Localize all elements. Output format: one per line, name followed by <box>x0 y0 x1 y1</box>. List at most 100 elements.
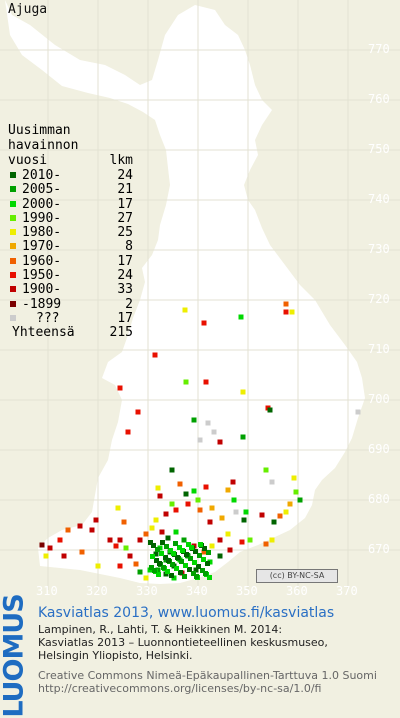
legend-swatch <box>10 257 16 264</box>
observation-dot <box>127 553 133 559</box>
observation-dot <box>143 531 149 537</box>
observation-dot <box>203 484 209 490</box>
legend-count: 27 <box>117 210 133 226</box>
legend-label: ??? <box>36 310 60 326</box>
license-badge[interactable]: (cc) BY-NC-SA <box>256 569 338 583</box>
x-axis-label: 370 <box>336 584 358 598</box>
legend-row: 2000- 17 <box>8 196 133 212</box>
observation-dot <box>283 309 289 315</box>
observation-dot <box>185 501 191 507</box>
observation-dot <box>217 439 223 445</box>
citation-line-3: Helsingin Yliopisto, Helsinki. <box>38 649 193 662</box>
observation-dot <box>243 509 249 515</box>
observation-dot <box>180 548 185 553</box>
observation-dot <box>205 561 210 566</box>
observation-dot <box>61 553 67 559</box>
observation-dot <box>193 567 199 573</box>
observation-dot <box>169 573 174 578</box>
legend-row: 2010- 24 <box>8 168 133 183</box>
observation-dot <box>227 547 233 553</box>
y-axis-label: 760 <box>368 92 390 106</box>
observation-dot <box>154 558 159 563</box>
y-axis-label: 690 <box>368 442 390 456</box>
observation-dot <box>193 549 198 554</box>
observation-dot <box>289 309 295 315</box>
observation-dot <box>195 497 201 503</box>
observation-dot <box>291 475 297 481</box>
observation-dot <box>211 429 217 435</box>
observation-dot <box>160 540 165 545</box>
observation-dot <box>152 352 158 358</box>
observation-dot <box>188 556 193 561</box>
observation-dot <box>186 542 191 547</box>
observation-dot <box>155 485 161 491</box>
observation-dot <box>181 537 187 543</box>
legend-header-year: vuosi <box>8 153 48 168</box>
legend-swatch <box>10 243 16 250</box>
observation-dot <box>169 467 175 473</box>
legend-label: 1980- <box>22 225 62 241</box>
distribution-map <box>0 0 400 590</box>
legend-total-count: 215 <box>109 325 133 341</box>
license-line-1: Creative Commons Nimeä-Epäkaupallinen-Ta… <box>38 669 377 682</box>
map-grid <box>0 0 400 590</box>
legend-count: 21 <box>117 182 133 198</box>
legend-count: 25 <box>117 225 133 241</box>
observation-dot <box>238 314 244 320</box>
observation-dot <box>173 529 179 535</box>
legend-row: 1950- 24 <box>8 268 133 284</box>
observation-dot <box>107 537 113 543</box>
x-axis-label: 310 <box>36 584 58 598</box>
legend-label: 2000- <box>22 196 62 212</box>
observation-dot <box>117 563 123 569</box>
observation-dot <box>201 320 207 326</box>
observation-dot <box>153 517 159 523</box>
license-url[interactable]: http://creativecommons.org/licenses/by-n… <box>38 682 322 695</box>
observation-dot <box>191 488 197 494</box>
legend-header-count: lkm <box>109 153 133 168</box>
observation-dot <box>164 544 169 549</box>
legend-swatch <box>10 300 16 307</box>
observation-dot <box>166 558 171 563</box>
observation-dot <box>183 563 188 568</box>
x-axis-label: 320 <box>86 584 108 598</box>
observation-dot <box>207 519 213 525</box>
legend-count: 8 <box>125 239 133 255</box>
legend-row: -1899 2 <box>8 296 133 312</box>
legend-label: 1950- <box>22 268 62 284</box>
legend-header-line2: havainnon <box>8 138 79 153</box>
observation-dot <box>47 545 53 551</box>
legend-swatch <box>10 272 16 279</box>
observation-dot <box>165 535 171 541</box>
observation-dot <box>79 549 85 555</box>
observation-dot <box>115 505 121 511</box>
observation-dot <box>269 537 275 543</box>
y-axis-label: 710 <box>368 342 390 356</box>
legend-count: 17 <box>117 253 133 269</box>
citation-line-2: Kasviatlas 2013 – Luonnontieteellinen ke… <box>38 636 328 649</box>
observation-dot <box>269 479 275 485</box>
y-axis-label: 740 <box>368 192 390 206</box>
observation-dot <box>182 307 188 313</box>
observation-dot <box>163 555 168 560</box>
observation-dot <box>117 537 123 543</box>
y-axis-label: 750 <box>368 142 390 156</box>
observation-dot <box>247 537 253 543</box>
legend-swatch <box>10 214 16 221</box>
observation-dot <box>149 565 154 570</box>
credits-title-link[interactable]: Kasviatlas 2013, www.luomus.fi/kasviatla… <box>38 605 335 621</box>
observation-dot <box>194 574 199 579</box>
legend-count: 24 <box>117 168 133 183</box>
observation-dot <box>155 547 160 552</box>
species-name: Ajuga <box>8 2 48 17</box>
observation-dot <box>189 545 194 550</box>
observation-dot <box>149 525 155 531</box>
legend-count: 2 <box>125 296 133 312</box>
observation-dot <box>175 555 180 560</box>
y-axis-label: 700 <box>368 392 390 406</box>
legend-row: 1980- 25 <box>8 225 133 241</box>
observation-dot <box>225 487 231 493</box>
observation-dot <box>171 551 176 556</box>
observation-dot <box>271 519 277 525</box>
legend-row: 1970- 8 <box>8 239 133 255</box>
